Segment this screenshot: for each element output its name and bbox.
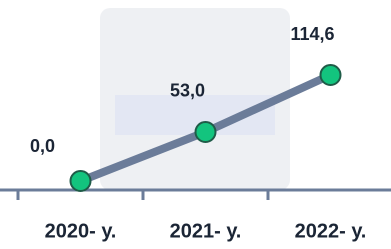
x-tick-label: 2022- у. (295, 220, 367, 242)
value-label: 53,0 (170, 81, 205, 101)
x-tick-label: 2020- у. (45, 220, 117, 242)
marker (71, 171, 91, 191)
value-label: 0,0 (30, 136, 55, 156)
marker (321, 65, 341, 85)
value-label: 114,6 (290, 24, 334, 44)
x-tick-label: 2021- у. (170, 220, 242, 242)
chart: 0,0 53,0 114,6 2020- у. 2021- у. 2022- у. (0, 0, 391, 249)
marker (196, 122, 216, 142)
